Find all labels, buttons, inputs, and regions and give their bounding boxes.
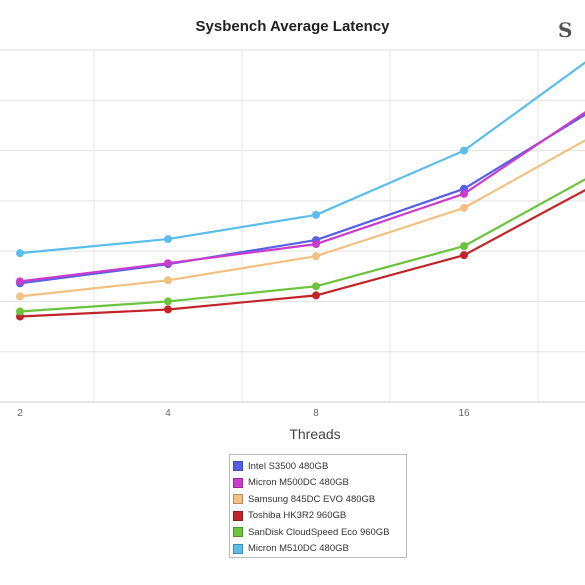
data-point <box>164 297 172 306</box>
data-point <box>312 282 320 291</box>
legend-item: SanDisk CloudSpeed Eco 960GB <box>233 524 406 541</box>
legend-label: Samsung 845DC EVO 480GB <box>248 493 376 505</box>
x-tick-label: 2 <box>17 408 23 419</box>
legend-swatch <box>233 510 243 521</box>
legend-swatch <box>233 461 243 472</box>
legend-item: Samsung 845DC EVO 480GB <box>233 491 406 508</box>
data-point <box>164 276 172 285</box>
series-line <box>19 113 585 285</box>
data-point <box>164 305 172 314</box>
legend-swatch <box>233 527 243 538</box>
data-point <box>460 146 468 155</box>
legend-label: Toshiba HK3R2 960GB <box>248 510 347 522</box>
x-tick-label: 16 <box>458 408 470 419</box>
legend: Intel S3500 480GB Micron M500DC 480GB Sams… <box>229 454 407 558</box>
legend-label: Intel S3500 480GB <box>248 460 329 472</box>
data-point <box>16 292 24 301</box>
data-point <box>460 189 468 198</box>
data-point <box>16 307 24 316</box>
data-point <box>16 249 24 258</box>
x-axis-title: Threads <box>289 426 341 442</box>
data-point <box>460 242 468 251</box>
data-point <box>312 252 320 261</box>
legend-swatch <box>233 543 243 554</box>
data-point <box>312 291 320 300</box>
legend-swatch <box>233 494 243 505</box>
legend-label: SanDisk CloudSpeed Eco 960GB <box>248 526 390 538</box>
data-point <box>164 235 172 244</box>
legend-item: Micron M500DC 480GB <box>233 475 406 492</box>
data-point <box>164 259 172 268</box>
data-point <box>312 240 320 249</box>
x-tick-label: 4 <box>165 408 171 419</box>
legend-item: Micron M510DC 480GB <box>233 541 406 558</box>
legend-item: Toshiba HK3R2 960GB <box>233 508 406 525</box>
legend-item: Intel S3500 480GB <box>233 458 406 475</box>
legend-swatch <box>233 477 243 488</box>
data-point <box>460 203 468 212</box>
legend-label: Micron M510DC 480GB <box>248 543 349 555</box>
data-point <box>16 277 24 286</box>
data-point <box>460 251 468 260</box>
chart-title: Sysbench Average Latency <box>195 18 390 35</box>
x-tick-label: 8 <box>313 408 319 419</box>
series-line <box>19 61 585 255</box>
brand-logo-icon: S <box>558 18 573 42</box>
data-point <box>312 210 320 219</box>
legend-label: Micron M500DC 480GB <box>248 477 349 489</box>
